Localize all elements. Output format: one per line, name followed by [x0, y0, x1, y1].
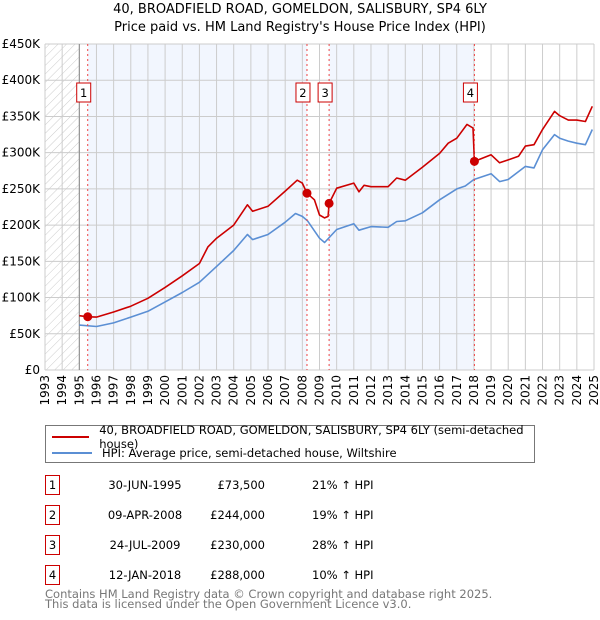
sale-number-badge: 4: [45, 565, 60, 585]
sale-marker-box: [462, 82, 478, 103]
legend-swatch-red: [52, 436, 90, 438]
x-tick-label: 2008: [295, 375, 309, 406]
sale-date: 12-JAN-2018: [108, 568, 182, 582]
sale-point: [302, 188, 312, 198]
y-tick-label: £150K: [2, 254, 42, 268]
legend-swatch-blue: [52, 452, 92, 454]
sale-date: 09-APR-2008: [107, 508, 183, 522]
sale-marker-label: 1: [80, 86, 87, 100]
sale-marker-box: [76, 82, 92, 103]
x-tick-label: 2018: [467, 375, 481, 406]
x-tick-label: 2005: [244, 375, 258, 406]
x-tick-label: 2009: [313, 375, 327, 406]
x-tick-label: 1999: [141, 375, 155, 406]
sale-row: 3 24-JUL-2009 £230,000 28% ↑ HPI: [45, 535, 445, 555]
footer-line-2: This data is licensed under the Open Gov…: [45, 597, 412, 611]
sale-date: 24-JUL-2009: [109, 538, 181, 552]
x-tick-label: 2002: [192, 375, 206, 406]
x-tick-label: 2022: [536, 375, 550, 406]
y-tick-label: £200K: [2, 218, 42, 232]
x-tick-label: 1993: [38, 375, 52, 406]
x-tick-label: 2016: [433, 375, 447, 406]
legend-item-hpi: HPI: Average price, semi-detached house,…: [46, 445, 397, 461]
x-tick-label: 2024: [570, 375, 584, 406]
x-tick-label: 1997: [107, 375, 121, 406]
y-tick-label: £450K: [2, 37, 42, 51]
sale-marker-label: 4: [467, 86, 474, 100]
sale-marker-label: 2: [299, 86, 306, 100]
ownership-shading: [87, 44, 307, 370]
footer: Contains HM Land Registry data © Crown c…: [45, 587, 493, 611]
ownership-shading: [329, 44, 475, 370]
y-tick-label: £300K: [2, 146, 42, 160]
sale-price: £230,000: [210, 538, 265, 552]
sale-marker-label: 3: [321, 86, 328, 100]
x-tick-label: 2021: [518, 375, 532, 406]
x-tick-label: 2014: [398, 375, 412, 406]
sale-markers: 1 2 3 4: [76, 44, 479, 370]
y-tick-label: £350K: [2, 109, 42, 123]
chart-title: 40, BROADFIELD ROAD, GOMELDON, SALISBURY…: [113, 2, 487, 17]
x-tick-label: 2023: [553, 375, 567, 406]
sale-marker-box: [317, 82, 333, 103]
sale-number-badge: 3: [45, 535, 60, 555]
x-tick-label: 1995: [72, 375, 86, 406]
x-tick-label: 2010: [330, 375, 344, 406]
sale-point: [83, 312, 93, 322]
x-tick-label: 2013: [381, 375, 395, 406]
property-price-line: [79, 105, 594, 318]
footer-line-1: Contains HM Land Registry data © Crown c…: [45, 587, 493, 601]
x-tick-label: 2019: [484, 375, 498, 406]
sale-point: [324, 198, 334, 208]
grid: [44, 43, 595, 371]
x-tick-label: 1994: [55, 375, 69, 406]
x-tick-label: 2015: [415, 375, 429, 406]
legend-item-property: 40, BROADFIELD ROAD, GOMELDON, SALISBURY…: [46, 423, 534, 451]
y-tick-label: £400K: [2, 73, 42, 87]
x-tick-label: 2025: [587, 375, 600, 406]
sale-hpi-change: 28% ↑ HPI: [312, 538, 374, 552]
x-tick-label: 2011: [347, 375, 361, 406]
x-tick-label: 2012: [364, 375, 378, 406]
price-chart: £0 £50K £100K £150K £200K £250K £300K £350K £400…: [2, 37, 600, 406]
x-tick-label: 2017: [450, 375, 464, 406]
x-tick-label: 2007: [278, 375, 292, 406]
sale-price: £244,000: [210, 508, 265, 522]
x-tick-label: 2004: [227, 375, 241, 406]
x-axis-ticks: 1993 1994 1995 1996 1997 1998 1999 2000 2001 2002…: [38, 375, 600, 406]
y-axis-ticks: £0 £50K £100K £150K £200K £250K £300K £350K £400…: [2, 37, 42, 377]
sale-hpi-change: 10% ↑ HPI: [312, 568, 374, 582]
sale-price: £73,500: [217, 478, 265, 492]
y-tick-label: £0: [25, 363, 40, 377]
legend-label: HPI: Average price, semi-detached house,…: [102, 446, 397, 460]
hpi-line: [79, 129, 594, 328]
y-tick-label: £250K: [2, 182, 42, 196]
sale-point: [469, 156, 479, 166]
plot-background: [45, 44, 475, 370]
y-tick-label: £100K: [2, 291, 42, 305]
x-tick-label: 2000: [158, 375, 172, 406]
x-tick-label: 2001: [175, 375, 189, 406]
x-tick-label: 2003: [210, 375, 224, 406]
x-tick-label: 1998: [124, 375, 138, 406]
chart-subtitle: Price paid vs. HM Land Registry's House …: [114, 20, 486, 35]
x-tick-label: 1996: [89, 375, 103, 406]
sale-date: 30-JUN-1995: [108, 478, 182, 492]
sale-row: 4 12-JAN-2018 £288,000 10% ↑ HPI: [45, 565, 445, 585]
sale-hpi-change: 19% ↑ HPI: [312, 508, 374, 522]
sale-row: 1 30-JUN-1995 £73,500 21% ↑ HPI: [45, 475, 445, 495]
sale-marker-box: [295, 82, 311, 103]
legend-label: 40, BROADFIELD ROAD, GOMELDON, SALISBURY…: [99, 423, 524, 451]
sale-row: 2 09-APR-2008 £244,000 19% ↑ HPI: [45, 505, 445, 525]
sale-number-badge: 1: [45, 475, 60, 495]
sale-number-badge: 2: [45, 505, 60, 525]
sale-hpi-change: 21% ↑ HPI: [312, 478, 374, 492]
sale-price: £288,000: [210, 568, 265, 582]
x-tick-label: 2006: [261, 375, 275, 406]
y-tick-label: £50K: [9, 327, 41, 341]
legend: 40, BROADFIELD ROAD, GOMELDON, SALISBURY…: [45, 423, 535, 463]
x-tick-label: 2020: [501, 375, 515, 406]
series-lines: [79, 105, 594, 328]
